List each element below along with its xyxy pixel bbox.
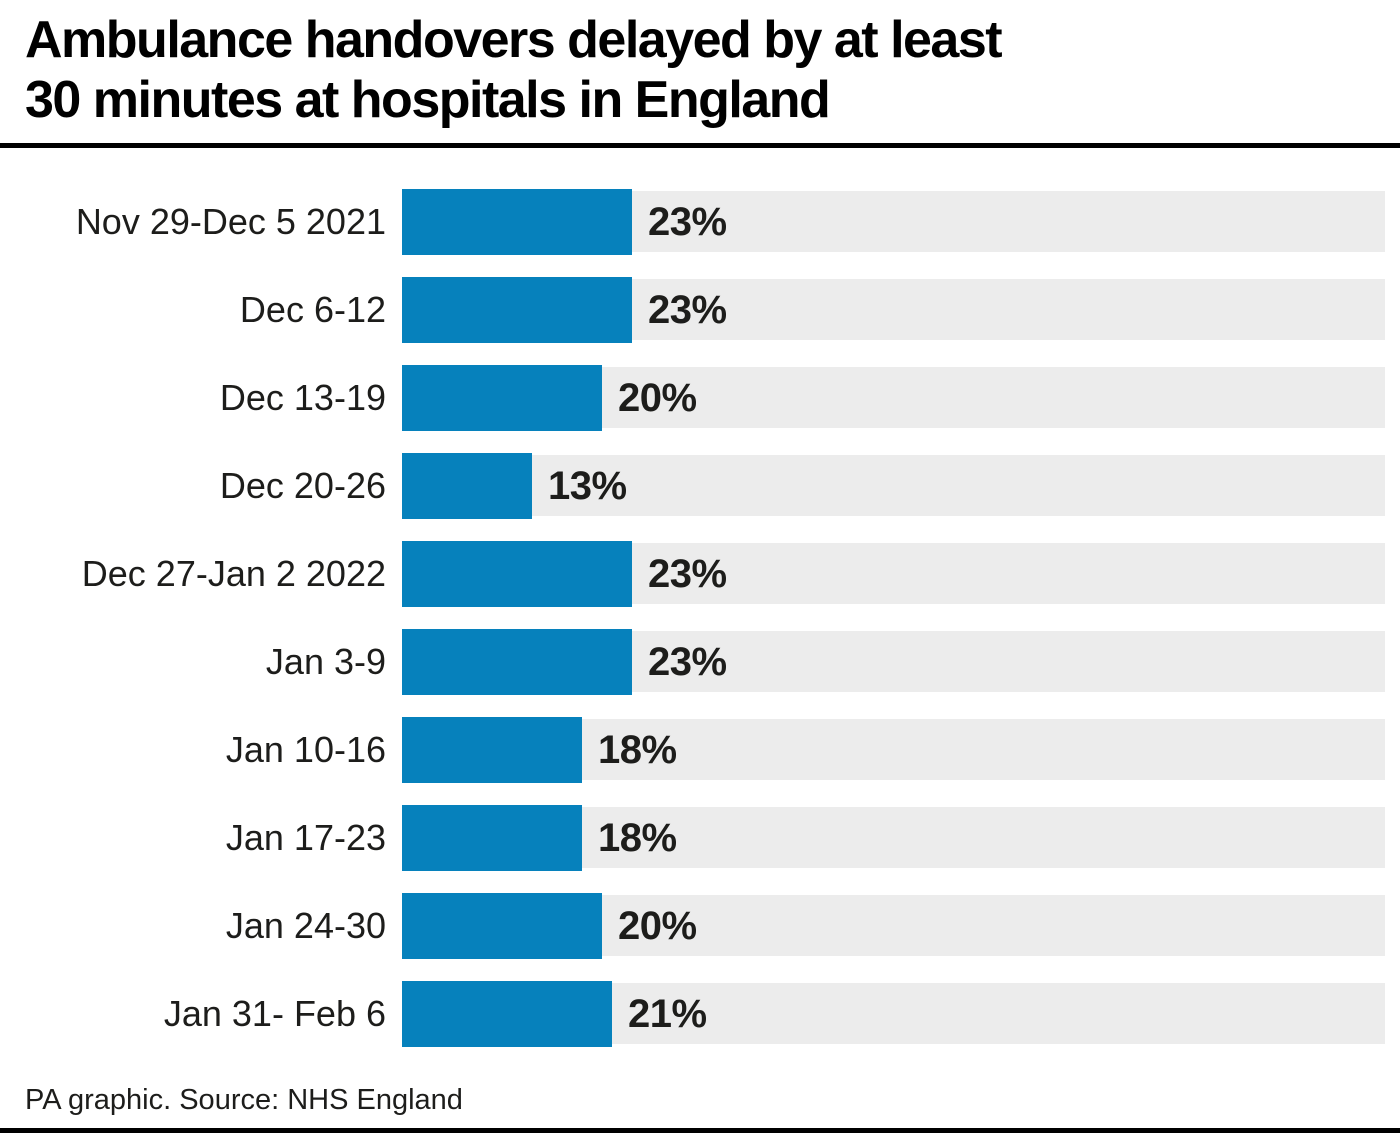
chart-title-line1: Ambulance handovers delayed by at least xyxy=(25,11,1003,69)
bar-row: Jan 17-23 18% xyxy=(0,805,1385,871)
value-label: 18% xyxy=(598,727,677,772)
value-label: 21% xyxy=(628,991,707,1036)
category-label: Jan 24-30 xyxy=(225,905,386,946)
value-label: 13% xyxy=(548,463,627,508)
category-label: Jan 31- Feb 6 xyxy=(163,993,386,1034)
track-background xyxy=(402,455,1385,516)
category-label: Jan 10-16 xyxy=(225,729,386,770)
chart-title-line2: 30 minutes at hospitals in England xyxy=(25,71,831,129)
bar-track-area: 18% xyxy=(402,717,1385,783)
bar-row: Dec 6-12 23% xyxy=(0,277,1385,343)
bar-track-area: 20% xyxy=(402,365,1385,431)
value-label: 20% xyxy=(618,375,697,420)
category-label: Nov 29-Dec 5 2021 xyxy=(75,201,386,242)
bar-row: Dec 13-19 20% xyxy=(0,365,1385,431)
bar xyxy=(402,277,632,343)
bar xyxy=(402,629,632,695)
bar xyxy=(402,893,602,959)
bar xyxy=(402,453,532,519)
title-block: Ambulance handovers delayed by at least … xyxy=(0,0,1400,130)
category-label: Dec 27-Jan 2 2022 xyxy=(81,553,386,594)
bar-row: Jan 3-9 23% xyxy=(0,629,1385,695)
bar xyxy=(402,541,632,607)
bar-row: Dec 20-26 13% xyxy=(0,453,1385,519)
category-label: Jan 17-23 xyxy=(225,817,386,858)
bar-track-area: 13% xyxy=(402,453,1385,519)
value-label: 23% xyxy=(648,199,727,244)
bar-track-area: 23% xyxy=(402,189,1385,255)
bar xyxy=(402,189,632,255)
value-label: 18% xyxy=(598,815,677,860)
category-label: Dec 20-26 xyxy=(219,465,386,506)
bar-row: Jan 24-30 20% xyxy=(0,893,1385,959)
source-attribution: PA graphic. Source: NHS England xyxy=(25,1084,463,1116)
bar-track-area: 21% xyxy=(402,981,1385,1047)
bar-chart: Nov 29-Dec 5 2021 23% Dec 6-12 23% Dec 1… xyxy=(0,189,1385,1047)
title-divider-rule xyxy=(0,143,1400,148)
bar-track-area: 23% xyxy=(402,629,1385,695)
bar-track-area: 23% xyxy=(402,277,1385,343)
value-label: 23% xyxy=(648,287,727,332)
bottom-border-rule xyxy=(0,1128,1400,1133)
category-label: Dec 6-12 xyxy=(239,289,386,330)
category-label: Dec 13-19 xyxy=(219,377,386,418)
value-label: 20% xyxy=(618,903,697,948)
bar-row: Nov 29-Dec 5 2021 23% xyxy=(0,189,1385,255)
category-label: Jan 3-9 xyxy=(265,641,386,682)
bar-track-area: 20% xyxy=(402,893,1385,959)
value-label: 23% xyxy=(648,551,727,596)
bar xyxy=(402,805,582,871)
bar-row: Jan 10-16 18% xyxy=(0,717,1385,783)
bar-track-area: 23% xyxy=(402,541,1385,607)
bar xyxy=(402,365,602,431)
bar-row: Dec 27-Jan 2 2022 23% xyxy=(0,541,1385,607)
bar xyxy=(402,717,582,783)
value-label: 23% xyxy=(648,639,727,684)
bar-track-area: 18% xyxy=(402,805,1385,871)
bar-row: Jan 31- Feb 6 21% xyxy=(0,981,1385,1047)
bar xyxy=(402,981,612,1047)
